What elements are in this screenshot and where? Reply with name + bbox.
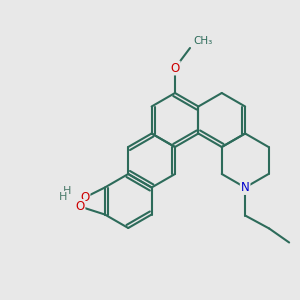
Text: O: O	[170, 61, 180, 74]
Text: O: O	[80, 191, 89, 204]
Text: H: H	[63, 185, 71, 196]
Text: O: O	[75, 200, 85, 213]
Text: H: H	[59, 191, 67, 202]
Text: N: N	[241, 181, 250, 194]
Text: CH₃: CH₃	[194, 36, 213, 46]
